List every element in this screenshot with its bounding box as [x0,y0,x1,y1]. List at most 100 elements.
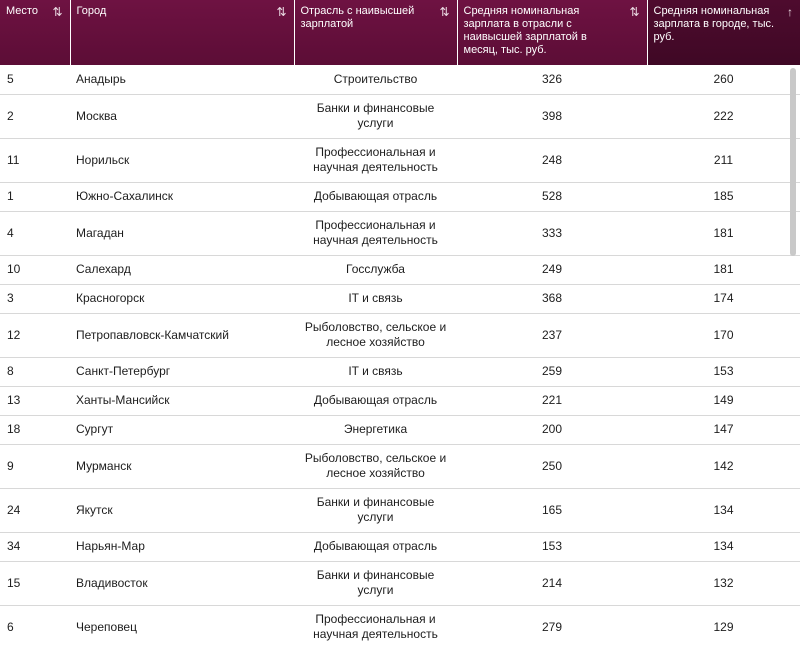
column-header-sector-salary[interactable]: Средняя номинальная зарплата в отрасли с… [457,0,648,65]
rank-cell: 8 [0,357,70,387]
sector-salary-cell: 259 [457,357,647,387]
sector-cell: Профессиональная и научная деятельность [294,211,457,256]
table-row[interactable]: 24 Якутск Банки и финансовые услуги 165 … [0,488,800,533]
city-cell: Владивосток [70,561,294,606]
sector-salary-cell: 528 [457,182,647,212]
sector-salary-cell: 165 [457,488,647,533]
rank-cell: 34 [0,532,70,562]
sort-icon[interactable]: ⇅ [439,5,449,19]
city-salary-cell: 132 [647,561,800,606]
sector-salary-cell: 333 [457,211,647,256]
column-header-label: Средняя номинальная зарплата в отрасли с… [463,5,587,56]
city-salary-cell: 153 [647,357,800,387]
sector-cell: IT и связь [294,284,457,314]
city-cell: Ханты-Мансийск [70,386,294,416]
city-salary-cell: 149 [647,386,800,416]
sector-cell: Профессиональная и научная деятельность [294,138,457,183]
city-salary-cell: 181 [647,255,800,285]
table-row[interactable]: 10 Салехард Госслужба 249 181 [0,255,800,285]
rank-cell: 9 [0,444,70,489]
sector-salary-cell: 368 [457,284,647,314]
sector-salary-cell: 200 [457,415,647,445]
rank-cell: 12 [0,313,70,358]
city-salary-cell: 222 [647,94,800,139]
city-cell: Красногорск [70,284,294,314]
sector-salary-cell: 237 [457,313,647,358]
sector-salary-cell: 153 [457,532,647,562]
column-header-city[interactable]: Город ⇅ [70,0,295,65]
column-header-label: Место [6,5,38,17]
table-row[interactable]: 12 Петропавловск-Камчатский Рыболовство,… [0,313,800,358]
column-header-label: Средняя номинальная зарплата в городе, т… [653,5,775,43]
table-header: Место ⇅ Город ⇅ Отрасль с наивысшей зарп… [0,0,800,65]
rank-cell: 18 [0,415,70,445]
city-salary-cell: 260 [647,65,800,95]
rank-cell: 1 [0,182,70,212]
rank-cell: 3 [0,284,70,314]
city-salary-cell: 147 [647,415,800,445]
city-cell: Мурманск [70,444,294,489]
table-body: 5 Анадырь Строительство 326 260 2 Москва… [0,65,800,647]
sector-cell: Рыболовство, сельское и лесное хозяйство [294,313,457,358]
sector-cell: Госслужба [294,255,457,285]
rank-cell: 10 [0,255,70,285]
table-row[interactable]: 6 Череповец Профессиональная и научная д… [0,605,800,647]
rank-cell: 15 [0,561,70,606]
table-row[interactable]: 9 Мурманск Рыболовство, сельское и лесно… [0,444,800,489]
sector-salary-cell: 248 [457,138,647,183]
sort-ascending-icon[interactable]: ↑ [787,5,793,19]
city-cell: Южно-Сахалинск [70,182,294,212]
rank-cell: 6 [0,605,70,647]
table-row[interactable]: 4 Магадан Профессиональная и научная дея… [0,211,800,256]
table-row[interactable]: 15 Владивосток Банки и финансовые услуги… [0,561,800,606]
sector-cell: Энергетика [294,415,457,445]
sector-cell: Рыболовство, сельское и лесное хозяйство [294,444,457,489]
rank-cell: 24 [0,488,70,533]
table-row[interactable]: 18 Сургут Энергетика 200 147 [0,415,800,445]
city-cell: Москва [70,94,294,139]
sort-icon[interactable]: ⇅ [629,5,639,19]
sector-cell: Профессиональная и научная деятельность [294,605,457,647]
table-row[interactable]: 5 Анадырь Строительство 326 260 [0,65,800,95]
city-cell: Магадан [70,211,294,256]
city-salary-cell: 211 [647,138,800,183]
sector-cell: Добывающая отрасль [294,386,457,416]
sort-icon[interactable]: ⇅ [52,5,62,19]
sort-icon[interactable]: ⇅ [276,5,286,19]
column-header-label: Город [76,5,107,17]
column-header-rank[interactable]: Место ⇅ [0,0,71,65]
city-cell: Нарьян-Мар [70,532,294,562]
sector-salary-cell: 250 [457,444,647,489]
rank-cell: 13 [0,386,70,416]
table-row[interactable]: 8 Санкт-Петербург IT и связь 259 153 [0,357,800,387]
sector-cell: Банки и финансовые услуги [294,561,457,606]
table-row[interactable]: 2 Москва Банки и финансовые услуги 398 2… [0,94,800,139]
sector-cell: Добывающая отрасль [294,532,457,562]
city-salary-cell: 129 [647,605,800,647]
table-row[interactable]: 34 Нарьян-Мар Добывающая отрасль 153 134 [0,532,800,562]
table-row[interactable]: 3 Красногорск IT и связь 368 174 [0,284,800,314]
city-cell: Петропавловск-Камчатский [70,313,294,358]
city-cell: Санкт-Петербург [70,357,294,387]
city-salary-cell: 134 [647,532,800,562]
sector-salary-cell: 326 [457,65,647,95]
city-cell: Сургут [70,415,294,445]
scrollbar-thumb[interactable] [790,68,796,256]
sector-salary-cell: 279 [457,605,647,647]
sector-cell: Банки и финансовые услуги [294,94,457,139]
table-row[interactable]: 1 Южно-Сахалинск Добывающая отрасль 528 … [0,182,800,212]
rank-cell: 5 [0,65,70,95]
city-salary-cell: 174 [647,284,800,314]
sector-cell: Банки и финансовые услуги [294,488,457,533]
city-cell: Череповец [70,605,294,647]
table-row[interactable]: 11 Норильск Профессиональная и научная д… [0,138,800,183]
column-header-sector[interactable]: Отрасль с наивысшей зарплатой ⇅ [294,0,458,65]
rank-cell: 2 [0,94,70,139]
column-header-city-salary[interactable]: Средняя номинальная зарплата в городе, т… [647,0,800,65]
sector-salary-cell: 249 [457,255,647,285]
city-salary-cell: 170 [647,313,800,358]
table-row[interactable]: 13 Ханты-Мансийск Добывающая отрасль 221… [0,386,800,416]
column-header-label: Отрасль с наивысшей зарплатой [300,5,415,30]
sector-cell: Добывающая отрасль [294,182,457,212]
